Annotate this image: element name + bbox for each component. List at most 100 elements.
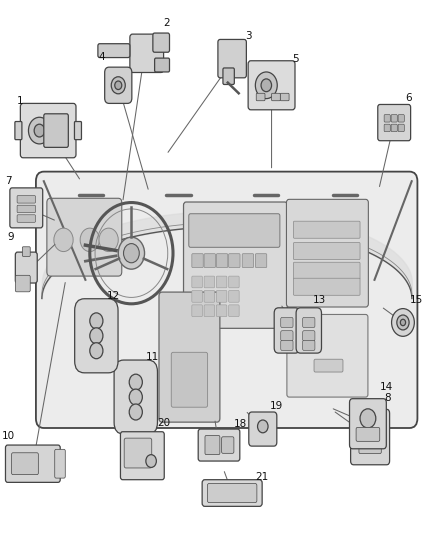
FancyBboxPatch shape bbox=[208, 483, 257, 503]
Circle shape bbox=[90, 328, 103, 344]
FancyBboxPatch shape bbox=[303, 330, 315, 341]
FancyBboxPatch shape bbox=[356, 427, 380, 441]
Text: 6: 6 bbox=[405, 93, 412, 102]
FancyBboxPatch shape bbox=[105, 67, 132, 103]
Circle shape bbox=[111, 77, 125, 94]
FancyBboxPatch shape bbox=[204, 276, 215, 288]
Text: 1: 1 bbox=[16, 96, 23, 106]
FancyBboxPatch shape bbox=[15, 276, 30, 292]
FancyBboxPatch shape bbox=[222, 437, 234, 453]
FancyBboxPatch shape bbox=[192, 305, 202, 317]
FancyBboxPatch shape bbox=[218, 39, 246, 78]
Circle shape bbox=[90, 313, 103, 329]
FancyBboxPatch shape bbox=[17, 196, 35, 203]
Text: 7: 7 bbox=[5, 176, 12, 186]
Circle shape bbox=[90, 343, 103, 359]
FancyBboxPatch shape bbox=[192, 290, 202, 302]
FancyBboxPatch shape bbox=[204, 254, 215, 268]
Circle shape bbox=[129, 374, 142, 390]
Circle shape bbox=[258, 420, 268, 433]
FancyBboxPatch shape bbox=[286, 199, 368, 307]
Text: 13: 13 bbox=[313, 295, 326, 305]
Circle shape bbox=[129, 404, 142, 420]
Text: 21: 21 bbox=[255, 472, 268, 481]
FancyBboxPatch shape bbox=[159, 292, 220, 422]
FancyBboxPatch shape bbox=[272, 93, 280, 101]
FancyBboxPatch shape bbox=[98, 44, 130, 58]
FancyBboxPatch shape bbox=[314, 359, 343, 372]
FancyBboxPatch shape bbox=[114, 360, 157, 434]
FancyBboxPatch shape bbox=[229, 254, 240, 268]
FancyBboxPatch shape bbox=[11, 453, 38, 474]
Circle shape bbox=[115, 81, 122, 90]
Text: 11: 11 bbox=[146, 352, 159, 362]
Text: 20: 20 bbox=[158, 418, 171, 427]
FancyBboxPatch shape bbox=[378, 104, 411, 141]
Text: 12: 12 bbox=[106, 290, 120, 301]
FancyBboxPatch shape bbox=[303, 341, 315, 351]
FancyBboxPatch shape bbox=[15, 252, 37, 283]
FancyBboxPatch shape bbox=[192, 254, 203, 268]
FancyBboxPatch shape bbox=[398, 115, 404, 122]
FancyBboxPatch shape bbox=[10, 188, 42, 228]
FancyBboxPatch shape bbox=[281, 341, 293, 351]
FancyBboxPatch shape bbox=[255, 254, 267, 268]
FancyBboxPatch shape bbox=[287, 314, 368, 397]
FancyBboxPatch shape bbox=[216, 276, 227, 288]
FancyBboxPatch shape bbox=[5, 445, 60, 482]
Text: 9: 9 bbox=[7, 232, 14, 242]
Circle shape bbox=[360, 409, 376, 428]
Circle shape bbox=[54, 228, 73, 252]
FancyBboxPatch shape bbox=[249, 412, 277, 446]
FancyBboxPatch shape bbox=[171, 352, 208, 407]
Circle shape bbox=[255, 72, 277, 99]
Text: 8: 8 bbox=[384, 393, 391, 403]
FancyBboxPatch shape bbox=[44, 114, 68, 147]
FancyBboxPatch shape bbox=[293, 243, 360, 260]
Text: 4: 4 bbox=[98, 52, 105, 62]
FancyBboxPatch shape bbox=[293, 262, 360, 279]
FancyBboxPatch shape bbox=[124, 438, 152, 468]
FancyBboxPatch shape bbox=[47, 198, 122, 276]
FancyBboxPatch shape bbox=[216, 254, 228, 268]
FancyBboxPatch shape bbox=[296, 308, 321, 353]
Text: 3: 3 bbox=[245, 31, 252, 41]
FancyBboxPatch shape bbox=[281, 317, 293, 327]
Circle shape bbox=[118, 237, 145, 269]
FancyBboxPatch shape bbox=[216, 305, 227, 317]
Circle shape bbox=[129, 389, 142, 405]
FancyBboxPatch shape bbox=[359, 440, 381, 454]
FancyBboxPatch shape bbox=[242, 254, 254, 268]
FancyBboxPatch shape bbox=[391, 115, 397, 122]
FancyBboxPatch shape bbox=[293, 278, 360, 295]
Circle shape bbox=[392, 309, 414, 336]
FancyBboxPatch shape bbox=[384, 115, 390, 122]
FancyBboxPatch shape bbox=[229, 290, 239, 302]
Text: 10: 10 bbox=[2, 431, 15, 441]
FancyBboxPatch shape bbox=[229, 305, 239, 317]
Circle shape bbox=[28, 117, 50, 144]
FancyBboxPatch shape bbox=[192, 276, 202, 288]
Circle shape bbox=[34, 124, 45, 137]
Text: 19: 19 bbox=[270, 401, 283, 411]
Circle shape bbox=[397, 315, 409, 330]
FancyBboxPatch shape bbox=[281, 330, 293, 341]
Circle shape bbox=[261, 79, 272, 92]
FancyBboxPatch shape bbox=[229, 276, 239, 288]
FancyBboxPatch shape bbox=[184, 202, 287, 328]
FancyBboxPatch shape bbox=[17, 205, 35, 213]
FancyBboxPatch shape bbox=[153, 33, 170, 52]
Text: 15: 15 bbox=[410, 295, 423, 304]
Circle shape bbox=[400, 319, 406, 326]
FancyBboxPatch shape bbox=[198, 429, 240, 461]
FancyBboxPatch shape bbox=[204, 290, 215, 302]
FancyBboxPatch shape bbox=[55, 449, 65, 478]
FancyBboxPatch shape bbox=[155, 58, 170, 72]
FancyBboxPatch shape bbox=[74, 122, 81, 140]
FancyBboxPatch shape bbox=[248, 61, 295, 110]
FancyBboxPatch shape bbox=[256, 93, 265, 101]
Circle shape bbox=[124, 244, 139, 263]
FancyBboxPatch shape bbox=[280, 93, 289, 101]
FancyBboxPatch shape bbox=[274, 308, 300, 353]
FancyBboxPatch shape bbox=[350, 399, 386, 449]
